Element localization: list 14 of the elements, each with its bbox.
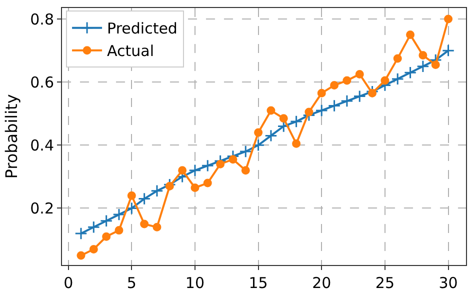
y-axis-title: Probability xyxy=(2,94,22,179)
x-tick-label: 20 xyxy=(312,274,332,292)
x-tick-label: 5 xyxy=(126,274,136,292)
y-tick-label: 0.6 xyxy=(30,73,54,92)
x-tick-label: 30 xyxy=(438,274,458,292)
legend-label: Predicted xyxy=(107,20,178,38)
x-tick-label: 0 xyxy=(64,274,74,292)
x-tick-label: 10 xyxy=(185,274,205,292)
y-tick-label: 0.2 xyxy=(30,199,54,218)
x-tick-label: 25 xyxy=(375,274,394,292)
y-tick-label: 0.4 xyxy=(30,136,54,154)
y-tick-label: 0.8 xyxy=(30,10,54,28)
legend-label: Actual xyxy=(107,42,154,60)
x-tick-label: 15 xyxy=(248,274,268,292)
